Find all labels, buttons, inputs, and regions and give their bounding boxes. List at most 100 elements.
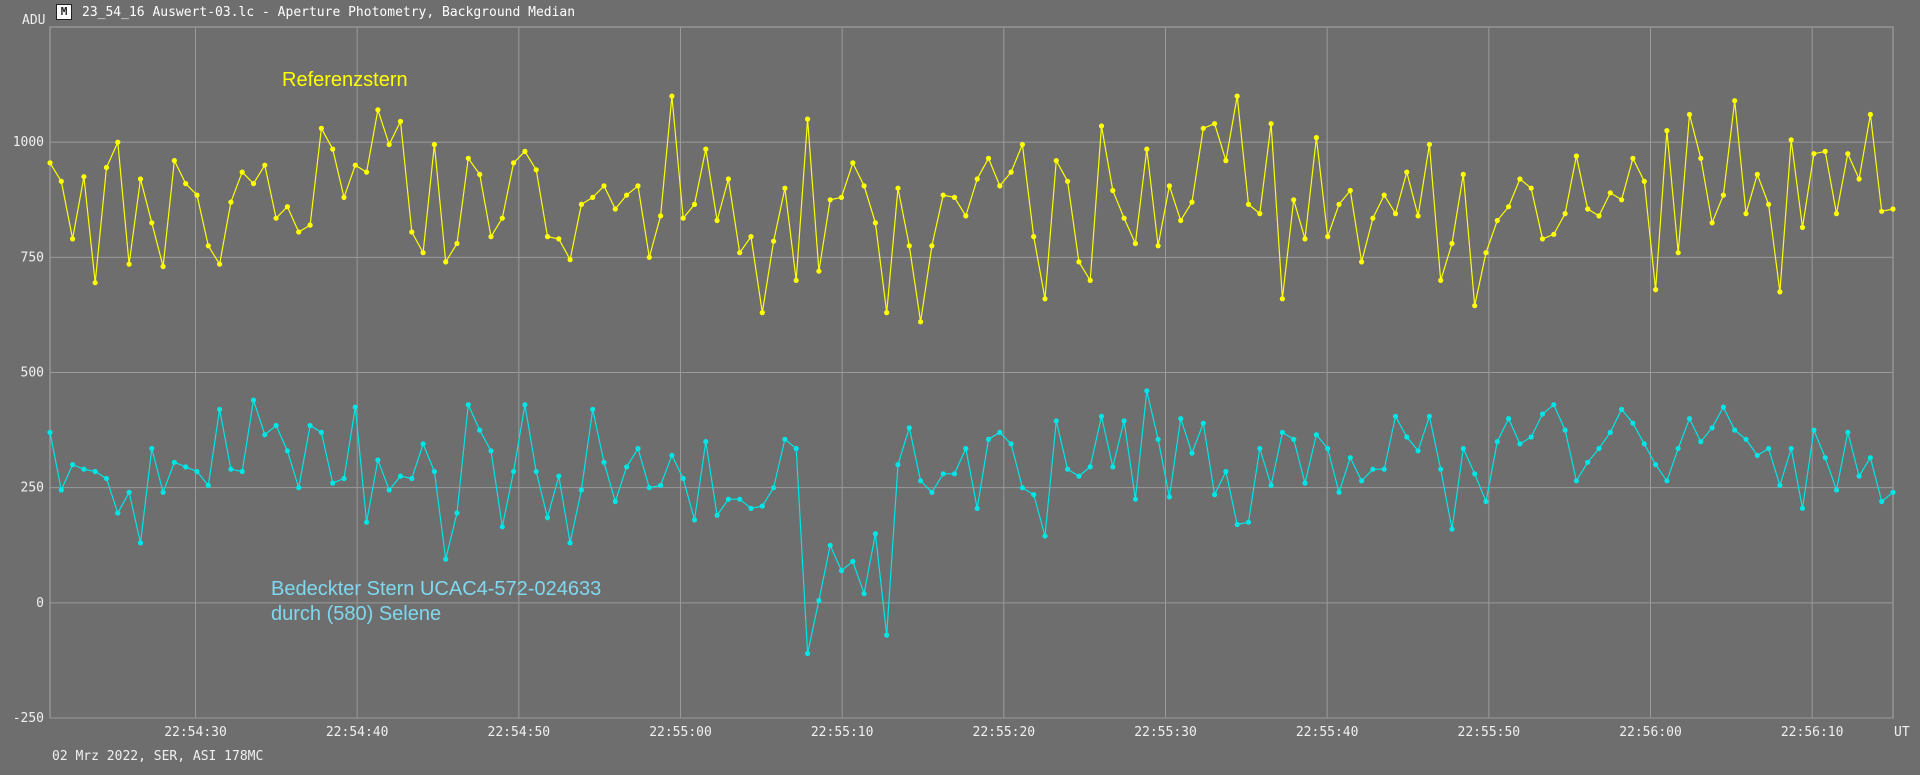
data-point-target (906, 425, 912, 431)
data-point-reference (194, 192, 200, 198)
data-point-reference (1596, 213, 1602, 219)
data-point-reference (409, 229, 415, 235)
x-tick-label: 22:55:40 (1296, 725, 1359, 740)
data-point-reference (1325, 234, 1331, 240)
data-point-reference (70, 236, 76, 242)
data-point-target (1381, 466, 1387, 472)
data-point-reference (918, 319, 924, 325)
data-point-reference (1833, 211, 1840, 217)
data-point-reference (1743, 211, 1749, 217)
data-point-reference (1551, 231, 1557, 237)
data-point-target (838, 568, 845, 574)
data-point-target (149, 445, 155, 452)
data-point-target (884, 632, 890, 638)
data-point-target (217, 406, 223, 412)
x-tick-label: 22:55:10 (811, 725, 874, 740)
data-point-reference (1392, 211, 1399, 217)
data-point-target (443, 556, 449, 562)
data-point-reference (1098, 123, 1105, 129)
data-point-reference (1178, 217, 1184, 224)
data-point-reference (578, 201, 585, 207)
data-point-reference (1675, 250, 1681, 256)
data-point-reference (250, 181, 257, 187)
data-point-reference (1732, 98, 1738, 104)
data-point-target (1392, 413, 1399, 419)
data-point-reference (81, 174, 87, 180)
data-point-reference (929, 243, 935, 249)
data-point-reference (782, 185, 788, 191)
data-point-reference (1709, 220, 1715, 226)
data-point-target (1302, 480, 1308, 486)
data-point-target (352, 404, 358, 410)
data-point-reference (601, 183, 607, 189)
data-point-target (1845, 429, 1851, 435)
data-point-reference (1562, 211, 1568, 217)
data-point-target (171, 459, 177, 465)
x-tick-label: 22:56:10 (1781, 725, 1844, 740)
data-point-target (386, 487, 392, 493)
data-point-target (1223, 468, 1229, 475)
data-point-reference (1528, 185, 1534, 191)
data-point-target (578, 487, 585, 493)
data-point-reference (1087, 277, 1093, 283)
annotation-reference-line: Referenzstern (282, 69, 408, 91)
data-point-target (1641, 441, 1647, 447)
data-point-target (1856, 473, 1862, 479)
data-point-target (262, 432, 268, 438)
data-point-target (963, 445, 969, 452)
data-point-reference (205, 243, 211, 249)
data-point-reference (748, 234, 754, 240)
data-point-reference (816, 268, 822, 274)
data-point-reference (1065, 178, 1071, 184)
data-point-target (1087, 464, 1093, 470)
data-point-reference (1494, 217, 1500, 224)
data-point-target (1709, 425, 1715, 431)
data-point-target (284, 448, 290, 454)
data-point-target (341, 475, 347, 482)
data-point-target (250, 397, 257, 403)
data-point-target (1178, 416, 1184, 422)
data-point-target (1053, 418, 1059, 424)
data-point-target (1653, 462, 1659, 468)
data-point-reference (1664, 128, 1670, 134)
data-point-reference (725, 176, 732, 182)
data-point-target (92, 468, 98, 475)
data-point-target (680, 475, 686, 482)
data-point-target (510, 468, 517, 475)
data-point-target (1110, 464, 1116, 470)
data-point-reference (1381, 192, 1387, 198)
data-point-reference (1607, 190, 1613, 196)
data-point-reference (1223, 158, 1229, 164)
data-point-reference (861, 183, 867, 189)
data-point-target (827, 542, 833, 548)
data-point-reference (1144, 146, 1150, 152)
data-point-target (1472, 471, 1478, 477)
light-curve-app-icon: M (56, 4, 72, 20)
data-point-reference (1585, 206, 1591, 212)
data-point-target (895, 462, 901, 468)
series-group (47, 93, 1896, 657)
data-point-target (1528, 434, 1534, 440)
data-point-reference (1031, 234, 1037, 240)
data-point-reference (386, 141, 392, 148)
data-point-target (1426, 413, 1432, 419)
data-point-reference (307, 222, 313, 228)
data-point-target (1245, 519, 1252, 525)
data-point-reference (974, 176, 980, 182)
data-point-target (137, 540, 144, 546)
data-point-target (1630, 420, 1636, 426)
data-point-reference (567, 257, 573, 263)
data-point-target (126, 489, 132, 495)
x-axis-ticks: 22:54:30 22:54:40 22:54:50 22:55:00 22:55:10… (164, 725, 1843, 740)
series-line-reference (49, 95, 1894, 322)
data-point-target (454, 510, 460, 516)
data-point-target (1754, 452, 1760, 458)
data-point-target (228, 466, 234, 472)
data-point-reference (793, 277, 799, 283)
data-point-target (273, 422, 279, 429)
data-point-target (1686, 416, 1693, 422)
data-point-target (58, 487, 64, 493)
data-point-reference (771, 238, 777, 244)
data-point-reference (737, 250, 743, 256)
data-point-reference (522, 148, 528, 154)
